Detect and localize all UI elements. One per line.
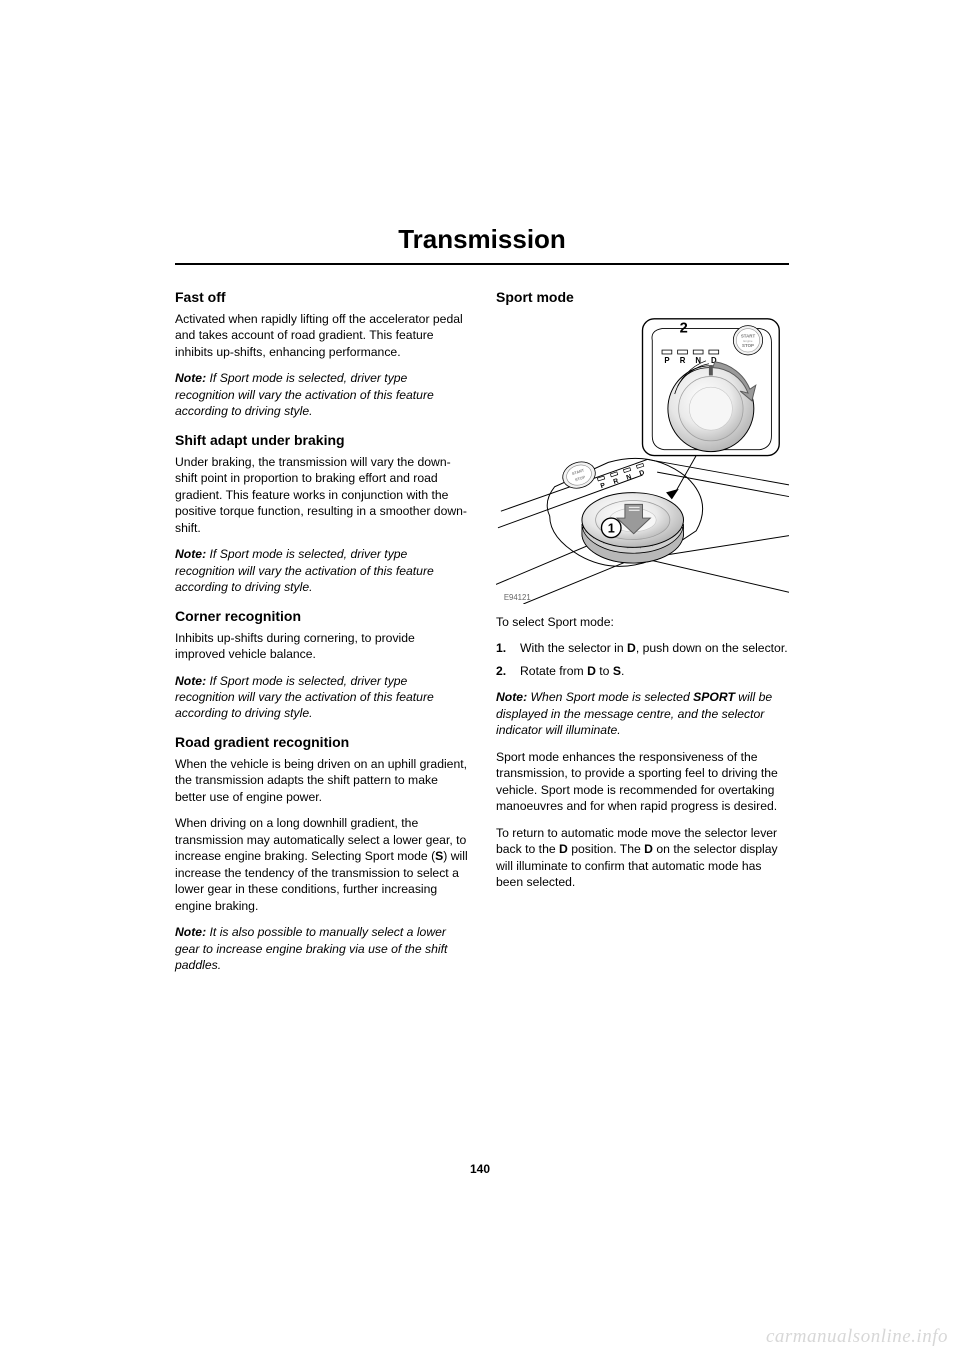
sport-intro: To select Sport mode: (496, 614, 789, 630)
step-number: 2. (496, 663, 520, 679)
svg-text:E94121: E94121 (504, 593, 531, 602)
bold-d: D (627, 641, 636, 655)
text: , push down on the selector. (636, 641, 788, 655)
bold-d: D (644, 842, 653, 856)
sport-steps: 1. With the selector in D, push down on … (496, 640, 789, 679)
text: Rotate from (520, 664, 587, 678)
text: . (621, 664, 624, 678)
callout-2: 2 (680, 320, 688, 336)
console-start-stop: START STOP (559, 458, 598, 492)
svg-text:P: P (664, 356, 669, 365)
bold-sport: SPORT (693, 690, 735, 704)
sport-mode-svg: START STOP P R (496, 311, 789, 604)
note-label: Note: (175, 547, 206, 561)
svg-text:P: P (600, 482, 607, 490)
callout-1: 1 (601, 518, 621, 538)
watermark: carmanualsonline.info (766, 1326, 948, 1348)
note-text: If Sport mode is selected, driver type r… (175, 547, 434, 594)
bold-d: D (587, 664, 596, 678)
columns: Fast off Activated when rapidly lifting … (175, 289, 789, 984)
text: position. The (568, 842, 644, 856)
heading-fast-off: Fast off (175, 289, 468, 305)
step-number: 1. (496, 640, 520, 656)
list-item: 2. Rotate from D to S. (496, 663, 789, 679)
left-column: Fast off Activated when rapidly lifting … (175, 289, 468, 984)
svg-text:R: R (613, 478, 620, 486)
svg-text:D: D (639, 469, 646, 477)
right-column: Sport mode (496, 289, 789, 984)
note-label: Note: (175, 674, 206, 688)
heading-shift-adapt: Shift adapt under braking (175, 432, 468, 448)
title-rule (175, 263, 789, 265)
svg-text:STOP: STOP (742, 343, 754, 348)
bold-d: D (559, 842, 568, 856)
heading-corner: Corner recognition (175, 608, 468, 624)
note-label: Note: (175, 371, 206, 385)
console-prnd: P R N D (597, 463, 646, 490)
svg-text:R: R (680, 356, 686, 365)
p-sport-2: Sport mode enhances the responsiveness o… (496, 749, 789, 815)
note-corner: Note: If Sport mode is selected, driver … (175, 673, 468, 722)
note-text: If Sport mode is selected, driver type r… (175, 674, 434, 721)
inset: START Engine STOP P R (643, 319, 780, 456)
svg-text:N: N (626, 474, 633, 482)
note-label: Note: (175, 925, 206, 939)
note-label: Note: (496, 690, 527, 704)
p-road-grad-1: When the vehicle is being driven on an u… (175, 756, 468, 805)
note-shift-adapt: Note: If Sport mode is selected, driver … (175, 546, 468, 595)
note-text: When Sport mode is selected (527, 690, 693, 704)
p-sport-3: To return to automatic mode move the sel… (496, 825, 789, 891)
text: to (596, 664, 613, 678)
bold-s: S (613, 664, 621, 678)
step-text: Rotate from D to S. (520, 663, 789, 679)
note-road-grad: Note: It is also possible to manually se… (175, 924, 468, 973)
p-corner: Inhibits up-shifts during cornering, to … (175, 630, 468, 663)
svg-text:1: 1 (608, 522, 615, 536)
heading-sport-mode: Sport mode (496, 289, 789, 305)
page-content: Transmission Fast off Activated when rap… (175, 224, 789, 984)
list-item: 1. With the selector in D, push down on … (496, 640, 789, 656)
step-text: With the selector in D, push down on the… (520, 640, 789, 656)
sport-mode-figure: START STOP P R (496, 311, 789, 604)
note-text: It is also possible to manually select a… (175, 925, 447, 972)
p-road-grad-2: When driving on a long downhill gradient… (175, 815, 468, 914)
text: With the selector in (520, 641, 627, 655)
svg-text:2: 2 (680, 320, 688, 336)
svg-text:START: START (741, 333, 756, 338)
note-fast-off: Note: If Sport mode is selected, driver … (175, 370, 468, 419)
p-fast-off: Activated when rapidly lifting off the a… (175, 311, 468, 360)
page-title: Transmission (175, 224, 789, 255)
note-text: If Sport mode is selected, driver type r… (175, 371, 434, 418)
page-number: 140 (0, 1162, 960, 1176)
text: When driving on a long downhill gradient… (175, 816, 466, 863)
heading-road-grad: Road gradient recognition (175, 734, 468, 750)
p-shift-adapt: Under braking, the transmission will var… (175, 454, 468, 536)
note-sport: Note: When Sport mode is selected SPORT … (496, 689, 789, 738)
